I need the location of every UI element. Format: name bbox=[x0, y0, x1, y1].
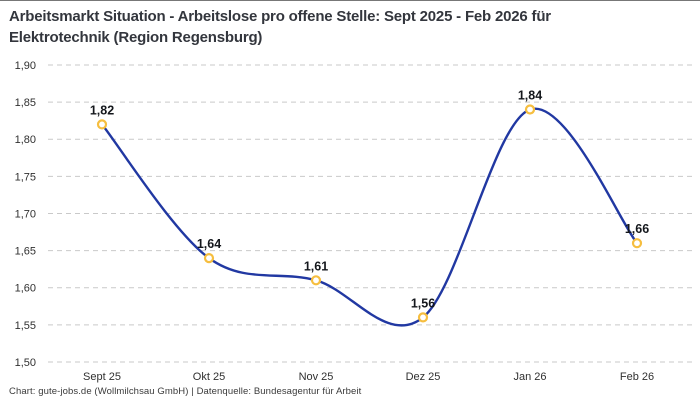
y-tick-label: 1,90 bbox=[15, 60, 36, 72]
data-point-marker bbox=[203, 253, 215, 264]
x-tick-label: Dez 25 bbox=[406, 371, 441, 383]
data-point-label: 1,61 bbox=[304, 259, 328, 273]
chart-footer: Chart: gute-jobs.de (Wollmilchsau GmbH) … bbox=[9, 386, 362, 397]
data-point-label: 1,56 bbox=[411, 296, 435, 310]
data-point-marker bbox=[310, 275, 322, 286]
y-tick-label: 1,85 bbox=[15, 97, 36, 109]
x-tick-label: Sept 25 bbox=[83, 371, 121, 383]
x-tick-label: Feb 26 bbox=[620, 371, 654, 383]
y-tick-label: 1,60 bbox=[15, 283, 36, 295]
data-point-marker bbox=[96, 119, 108, 130]
y-tick-label: 1,75 bbox=[15, 171, 36, 183]
data-point-label: 1,82 bbox=[90, 103, 114, 117]
data-point-label: 1,64 bbox=[197, 237, 221, 251]
data-point-marker bbox=[631, 238, 643, 249]
chart-title-line1: Arbeitsmarkt Situation - Arbeitslose pro… bbox=[9, 8, 551, 25]
x-tick-label: Jan 26 bbox=[513, 371, 546, 383]
y-tick-label: 1,80 bbox=[15, 134, 36, 146]
data-point-marker bbox=[417, 312, 429, 323]
y-tick-label: 1,55 bbox=[15, 320, 36, 332]
data-point-marker bbox=[524, 104, 536, 115]
data-line bbox=[100, 107, 639, 327]
x-tick-label: Nov 25 bbox=[299, 371, 334, 383]
y-tick-label: 1,50 bbox=[15, 357, 36, 369]
data-point-label: 1,84 bbox=[518, 89, 542, 103]
y-tick-label: 1,65 bbox=[15, 246, 36, 258]
y-tick-label: 1,70 bbox=[15, 209, 36, 221]
chart-title: Arbeitsmarkt Situation - Arbeitslose pro… bbox=[9, 6, 551, 48]
data-point-label: 1,66 bbox=[625, 222, 649, 236]
chart-title-line2: Elektrotechnik (Region Regensburg) bbox=[9, 29, 263, 46]
x-tick-label: Okt 25 bbox=[193, 371, 225, 383]
